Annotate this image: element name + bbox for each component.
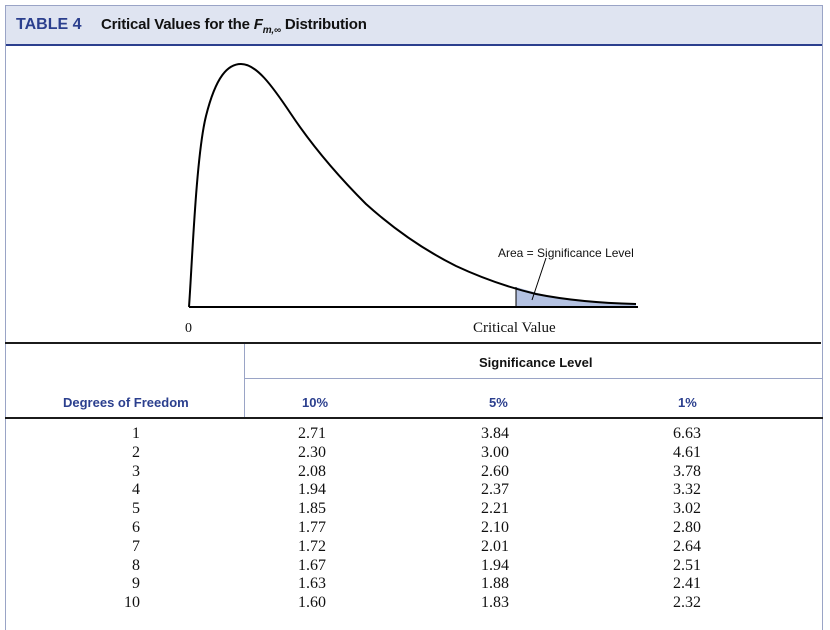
f-distribution-figure: Area = Significance Level 0 Critical Val… [185,62,638,336]
table-frame: TABLE 4 Critical Values for the Fm,∞ Dis… [5,5,823,630]
value-5-cell: 1.88 [481,575,509,593]
group-header-rule [245,378,823,379]
df-cell: 4 [132,481,140,499]
value-1-cell: 6.63 [673,425,701,442]
figure-table-divider [5,342,821,344]
col-1-values: 6.63 4.61 3.78 3.32 3.02 2.80 2.64 2.51 … [673,425,701,613]
column-header-rule [5,417,823,419]
value-5-cell: 2.37 [481,481,509,499]
value-1-cell: 3.78 [673,462,701,480]
col-5-values: 3.84 3.00 2.60 2.37 2.21 2.10 2.01 1.94 … [481,425,509,613]
value-1-cell: 3.32 [673,481,701,499]
value-10-cell: 1.63 [298,575,326,593]
value-10-cell: 2.08 [298,462,326,480]
table-label: TABLE 4 [16,16,82,33]
density-curve [188,62,637,308]
value-10-cell: 1.67 [298,556,326,574]
value-10-cell: 2.30 [298,443,326,461]
df-cell: 10 [124,594,140,612]
col-header-5: 5% [489,395,508,410]
value-1-cell: 2.80 [673,518,701,536]
significance-level-header: Significance Level [479,355,593,370]
value-1-cell: 3.02 [673,500,701,518]
value-1-cell: 2.41 [673,575,701,593]
degrees-of-freedom-header: Degrees of Freedom [63,395,189,410]
area-pointer-line [531,257,547,301]
value-10-cell: 1.85 [298,500,326,518]
value-10-cell: 1.72 [298,537,326,555]
value-5-cell: 2.60 [481,462,509,480]
df-column: 1 2 3 4 5 6 7 8 9 10 [110,425,140,613]
df-cell: 7 [132,537,140,555]
title-subscript: m,∞ [262,25,281,36]
critical-value-label: Critical Value [473,320,556,336]
value-1-cell: 4.61 [673,443,701,461]
df-cell: 5 [132,500,140,518]
value-5-cell: 2.10 [481,518,509,536]
value-5-cell: 1.83 [481,594,509,612]
title-symbol: F [253,16,263,33]
df-cell: 1 [132,425,140,442]
df-cell: 6 [132,518,140,536]
title-suffix: Distribution [280,16,367,33]
col-10-values: 2.71 2.30 2.08 1.94 1.85 1.77 1.72 1.67 … [298,425,326,613]
df-cell: 2 [132,443,140,461]
value-5-cell: 3.84 [481,425,509,442]
value-5-cell: 2.01 [481,537,509,555]
value-5-cell: 1.94 [481,556,509,574]
value-5-cell: 2.21 [481,500,509,518]
table-title: Critical Values for the Fm,∞ Distributio… [101,16,367,36]
value-5-cell: 3.00 [481,443,509,461]
value-10-cell: 2.71 [298,425,326,442]
area-label: Area = Significance Level [498,246,634,260]
df-cell: 3 [132,462,140,480]
value-10-cell: 1.77 [298,518,326,536]
row-header-divider [244,344,245,418]
col-header-10: 10% [302,395,329,410]
value-1-cell: 2.64 [673,537,701,555]
zero-label: 0 [185,321,192,336]
title-bar: TABLE 4 Critical Values for the Fm,∞ Dis… [6,6,822,46]
value-1-cell: 2.32 [673,594,701,612]
value-10-cell: 1.94 [298,481,326,499]
df-cell: 9 [132,575,140,593]
value-1-cell: 2.51 [673,556,701,574]
value-10-cell: 1.60 [298,594,326,612]
col-header-1: 1% [678,395,697,410]
title-prefix: Critical Values for the [101,16,254,33]
df-cell: 8 [132,556,140,574]
significance-area-shade [516,287,636,307]
